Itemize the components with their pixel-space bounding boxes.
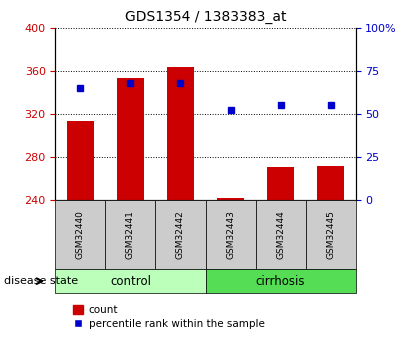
Bar: [167, 68, 194, 200]
Legend: count, percentile rank within the sample: count, percentile rank within the sample: [69, 301, 269, 333]
Text: control: control: [110, 275, 151, 288]
Bar: [55, 200, 106, 269]
Text: disease state: disease state: [4, 276, 78, 286]
Bar: [67, 121, 94, 200]
Bar: [206, 200, 256, 269]
Bar: [256, 200, 305, 269]
Bar: [155, 200, 206, 269]
Bar: [106, 200, 155, 269]
Text: cirrhosis: cirrhosis: [256, 275, 305, 288]
Title: GDS1354 / 1383383_at: GDS1354 / 1383383_at: [125, 10, 286, 24]
Text: GSM32440: GSM32440: [76, 210, 85, 259]
Text: GSM32442: GSM32442: [176, 210, 185, 259]
Bar: [267, 167, 294, 200]
Bar: [217, 198, 244, 200]
Bar: [55, 269, 206, 293]
Bar: [206, 269, 356, 293]
Bar: [305, 200, 356, 269]
Text: GSM32443: GSM32443: [226, 210, 235, 259]
Text: GSM32441: GSM32441: [126, 210, 135, 259]
Bar: [317, 166, 344, 200]
Text: GSM32445: GSM32445: [326, 210, 335, 259]
Bar: [117, 78, 144, 200]
Text: GSM32444: GSM32444: [276, 210, 285, 259]
